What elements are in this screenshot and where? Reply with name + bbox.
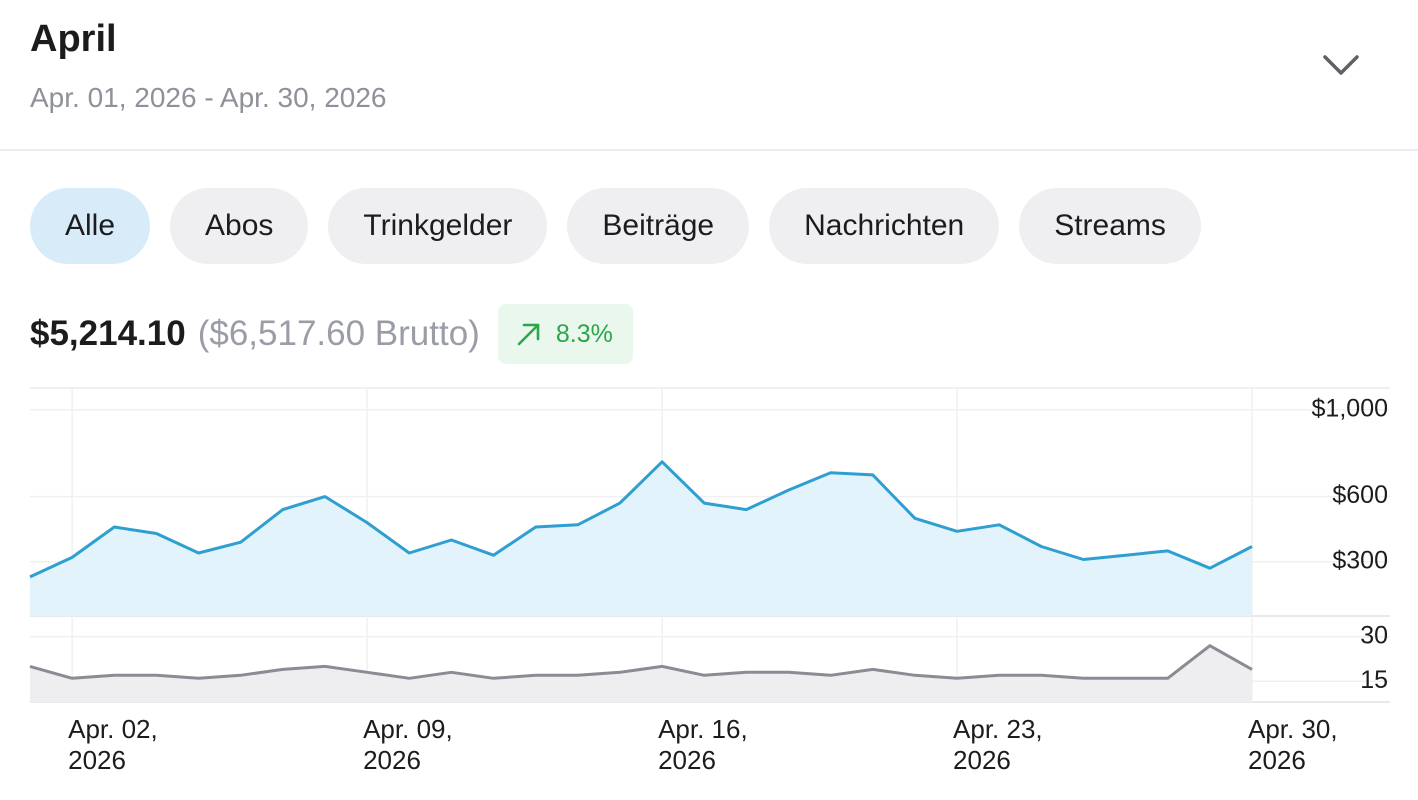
filter-tab[interactable]: Trinkgelder: [328, 188, 548, 264]
area-fill: [30, 461, 1252, 616]
chevron-icon: [1323, 55, 1359, 75]
change-value: 8.3%: [555, 319, 613, 348]
x-tick-label: Apr. 09, 2026: [363, 714, 453, 775]
line: [29, 644, 1253, 680]
y-tick-label: 30: [1360, 621, 1388, 649]
divider: [0, 149, 1418, 151]
filter-tab[interactable]: Nachrichten: [769, 188, 1000, 264]
y-tick-label: 15: [1360, 666, 1388, 694]
net-amount: $5,214.10: [30, 314, 186, 353]
gross-amount: ($6,517.60 Brutto): [197, 314, 480, 353]
filter-tab[interactable]: Abos: [170, 188, 309, 264]
filter-tab[interactable]: Streams: [1019, 188, 1201, 264]
area-fill: [30, 645, 1252, 702]
change-badge: 8.3%: [497, 304, 633, 364]
x-tick-label: Apr. 23, 2026: [953, 714, 1043, 775]
chevron-down[interactable]: [1322, 52, 1360, 80]
x-tick-label: Apr. 02, 2026: [68, 714, 158, 775]
line: [29, 460, 1253, 579]
date-range: Apr. 01, 2026 - Apr. 30, 2026: [30, 82, 387, 113]
x-tick-label: Apr. 30, 2026: [1248, 714, 1338, 775]
y-tick-label: $600: [1332, 481, 1388, 509]
arrow-up-right: [517, 323, 540, 346]
filter-tabs: Alle Abos Trinkgelder Beiträge Nachrichten St…: [30, 188, 1201, 264]
summary: $5,214.10 ($6,517.60 Brutto) 8.3%: [30, 304, 633, 364]
x-tick-label: Apr. 16, 2026: [658, 714, 748, 775]
y-tick-label: $300: [1332, 546, 1388, 574]
filter-tab[interactable]: Beiträge: [567, 188, 750, 264]
period-title: April: [30, 18, 117, 60]
y-tick-label: $1,000: [1312, 394, 1388, 422]
filter-tab[interactable]: Alle: [30, 188, 151, 264]
